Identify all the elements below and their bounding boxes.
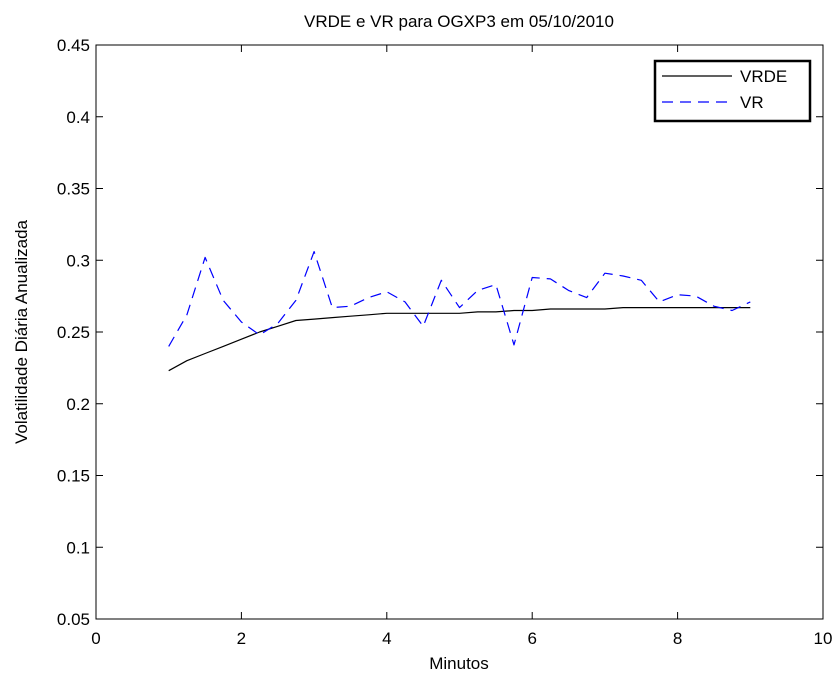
y-tick-label: 0.1 — [66, 538, 90, 557]
y-tick-label: 0.2 — [66, 395, 90, 414]
x-tick-label: 2 — [237, 629, 246, 648]
x-tick-label: 10 — [814, 629, 833, 648]
plot-frame — [95, 44, 824, 620]
x-axis-label: Minutos — [429, 654, 489, 673]
chart-title: VRDE e VR para OGXP3 em 05/10/2010 — [304, 12, 614, 31]
y-axis-label: Volatilidade Diária Anualizada — [12, 219, 31, 444]
x-axis-tick-labels: 0 2 4 6 8 10 — [91, 629, 832, 648]
y-axis-tick-labels: 0.05 0.1 0.15 0.2 0.25 0.3 0.35 0.4 0.45 — [57, 36, 90, 629]
series-line-vr — [168, 251, 751, 347]
x-tick-label: 0 — [91, 629, 100, 648]
y-tick-label: 0.25 — [57, 323, 90, 342]
plot-area — [95, 44, 824, 620]
y-tick-label: 0.4 — [66, 108, 90, 127]
legend-label-vrde: VRDE — [740, 67, 787, 86]
y-tick-label: 0.05 — [57, 610, 90, 629]
x-tick-label: 6 — [527, 629, 536, 648]
y-tick-label: 0.15 — [57, 467, 90, 486]
legend-label-vr: VR — [740, 93, 764, 112]
y-tick-label: 0.3 — [66, 251, 90, 270]
y-tick-label: 0.35 — [57, 180, 90, 199]
x-tick-label: 8 — [673, 629, 682, 648]
legend-frame — [653, 59, 812, 123]
x-tick-label: 4 — [382, 629, 391, 648]
series-layer — [168, 251, 751, 372]
tick-layer — [95, 44, 824, 620]
series-line-vrde — [168, 307, 751, 372]
y-tick-label: 0.45 — [57, 36, 90, 55]
legend: VRDE VR — [653, 59, 812, 123]
